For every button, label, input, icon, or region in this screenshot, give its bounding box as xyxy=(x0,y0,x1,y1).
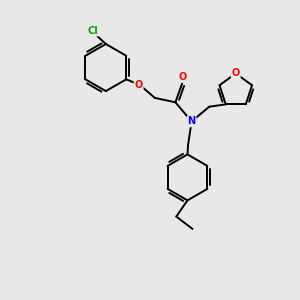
Text: Cl: Cl xyxy=(87,26,98,36)
Text: O: O xyxy=(134,80,143,90)
Text: N: N xyxy=(188,116,196,126)
Text: O: O xyxy=(178,72,187,82)
Text: O: O xyxy=(232,68,240,78)
